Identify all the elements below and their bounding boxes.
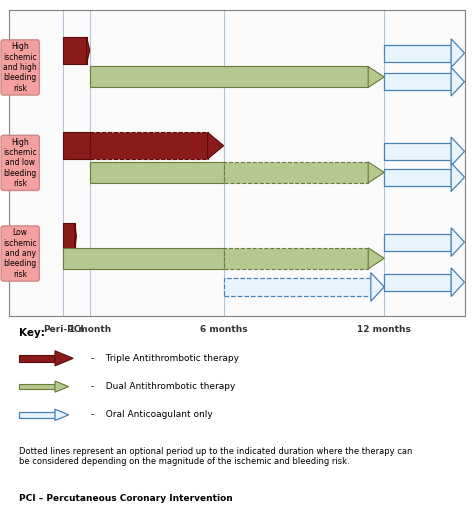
Bar <box>384 143 451 160</box>
Polygon shape <box>208 132 224 159</box>
Bar <box>18 384 55 389</box>
Text: -    Triple Antithrombotic therapy: - Triple Antithrombotic therapy <box>91 354 239 363</box>
Text: Key:: Key: <box>18 328 45 338</box>
Polygon shape <box>368 162 384 183</box>
Bar <box>384 168 451 186</box>
Polygon shape <box>75 223 76 250</box>
Text: 6 months: 6 months <box>200 325 247 334</box>
Polygon shape <box>451 137 465 166</box>
Bar <box>384 234 451 251</box>
Text: High
ischemic
and high
bleeding
risk: High ischemic and high bleeding risk <box>3 42 37 93</box>
Bar <box>90 162 224 183</box>
Bar <box>224 162 368 183</box>
Text: Peri-PCI: Peri-PCI <box>43 325 83 334</box>
Polygon shape <box>55 381 69 392</box>
Bar <box>63 248 224 269</box>
Polygon shape <box>55 409 69 420</box>
Polygon shape <box>55 351 73 366</box>
Polygon shape <box>368 67 384 88</box>
Bar <box>384 44 451 62</box>
Text: -    Dual Antithrombotic therapy: - Dual Antithrombotic therapy <box>91 382 236 391</box>
Polygon shape <box>87 37 90 64</box>
Polygon shape <box>451 228 465 257</box>
Text: Dotted lines represent an optional period up to the indicated duration where the: Dotted lines represent an optional perio… <box>18 447 412 466</box>
Bar <box>18 412 55 418</box>
Bar <box>63 223 75 250</box>
Text: Low
ischemic
and any
bleeding
risk: Low ischemic and any bleeding risk <box>3 228 37 279</box>
Bar <box>384 73 451 91</box>
Bar <box>63 37 87 64</box>
Polygon shape <box>368 248 384 269</box>
Polygon shape <box>371 273 384 301</box>
Text: PCI – Percutaneous Coronary Intervention: PCI – Percutaneous Coronary Intervention <box>18 494 232 503</box>
Bar <box>90 67 368 88</box>
Text: 1 month: 1 month <box>69 325 111 334</box>
Bar <box>90 132 208 159</box>
Bar <box>63 132 90 159</box>
Bar <box>18 355 55 362</box>
Polygon shape <box>451 268 465 296</box>
Bar <box>224 278 371 296</box>
Bar <box>384 274 451 291</box>
Text: High
ischemic
and low
bleeding
risk: High ischemic and low bleeding risk <box>3 137 37 188</box>
Bar <box>224 248 368 269</box>
Polygon shape <box>451 68 465 96</box>
Polygon shape <box>451 163 465 191</box>
Text: -    Oral Anticoagulant only: - Oral Anticoagulant only <box>91 410 213 419</box>
Polygon shape <box>451 39 465 68</box>
Text: 12 months: 12 months <box>357 325 411 334</box>
